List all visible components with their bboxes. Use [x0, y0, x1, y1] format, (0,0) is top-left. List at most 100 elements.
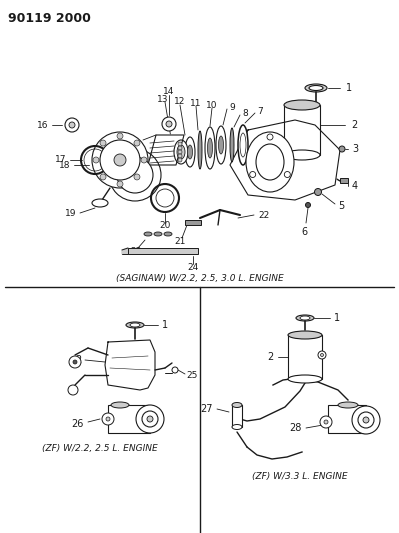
Ellipse shape [117, 157, 153, 193]
Circle shape [134, 140, 140, 146]
Text: 11: 11 [190, 99, 202, 108]
Text: (ZF) W/2.2, 2.5 L. ENGINE: (ZF) W/2.2, 2.5 L. ENGINE [42, 443, 158, 453]
Ellipse shape [288, 331, 322, 339]
Circle shape [65, 118, 79, 132]
Ellipse shape [185, 137, 195, 167]
Circle shape [162, 117, 176, 131]
Circle shape [136, 405, 164, 433]
Ellipse shape [92, 132, 148, 188]
Bar [288, 335, 322, 379]
Ellipse shape [232, 402, 242, 408]
Text: 21: 21 [174, 237, 186, 246]
Circle shape [141, 157, 147, 163]
Polygon shape [230, 120, 340, 200]
Circle shape [178, 142, 182, 146]
Ellipse shape [144, 232, 152, 236]
Text: 25: 25 [186, 372, 198, 381]
Circle shape [363, 417, 369, 423]
Circle shape [178, 146, 182, 150]
Text: 2: 2 [351, 120, 357, 130]
Text: 19: 19 [65, 208, 76, 217]
Circle shape [339, 146, 345, 152]
Bar [328, 405, 366, 433]
Ellipse shape [174, 140, 188, 164]
Circle shape [352, 406, 380, 434]
Text: 8: 8 [242, 109, 248, 117]
Ellipse shape [177, 145, 185, 159]
Circle shape [134, 174, 140, 180]
Circle shape [267, 134, 273, 140]
Ellipse shape [100, 140, 140, 180]
Circle shape [73, 360, 77, 364]
Circle shape [318, 351, 326, 359]
Polygon shape [148, 135, 184, 165]
Text: 17: 17 [55, 156, 66, 165]
Text: 26: 26 [72, 419, 84, 429]
Circle shape [68, 385, 78, 395]
Circle shape [106, 417, 110, 421]
Text: 15: 15 [122, 135, 134, 144]
Ellipse shape [230, 128, 234, 162]
Ellipse shape [109, 149, 161, 201]
Bar [128, 248, 198, 254]
Circle shape [178, 150, 182, 154]
Circle shape [324, 420, 328, 424]
Ellipse shape [164, 232, 172, 236]
Circle shape [166, 121, 172, 127]
Circle shape [69, 122, 75, 128]
Circle shape [93, 157, 99, 163]
Circle shape [358, 412, 374, 428]
Ellipse shape [284, 150, 320, 160]
Circle shape [306, 203, 310, 207]
Ellipse shape [240, 133, 246, 157]
Circle shape [320, 416, 332, 428]
Text: 18: 18 [59, 160, 70, 169]
Ellipse shape [111, 402, 129, 408]
Text: 12: 12 [174, 98, 186, 107]
Circle shape [117, 181, 123, 187]
Circle shape [250, 172, 256, 177]
Text: (SAGINAW) W/2.2, 2.5, 3.0 L. ENGINE: (SAGINAW) W/2.2, 2.5, 3.0 L. ENGINE [116, 273, 284, 282]
Text: 5: 5 [338, 201, 344, 211]
Circle shape [69, 356, 81, 368]
Text: 4: 4 [352, 181, 358, 191]
Circle shape [100, 140, 106, 146]
Circle shape [114, 154, 126, 166]
Circle shape [142, 411, 158, 427]
Circle shape [314, 189, 322, 196]
Bar [232, 405, 242, 427]
Text: 9: 9 [229, 102, 235, 111]
Ellipse shape [309, 85, 323, 91]
Text: 22: 22 [258, 211, 269, 220]
Circle shape [320, 353, 324, 357]
Ellipse shape [338, 402, 358, 408]
Ellipse shape [154, 232, 162, 236]
Circle shape [117, 133, 123, 139]
Ellipse shape [126, 322, 144, 328]
Ellipse shape [296, 315, 314, 321]
Ellipse shape [216, 126, 226, 164]
Text: 2: 2 [268, 352, 274, 362]
Ellipse shape [238, 125, 248, 165]
Text: 90119 2000: 90119 2000 [8, 12, 91, 25]
Bar [284, 105, 320, 155]
Ellipse shape [219, 136, 223, 154]
Circle shape [284, 172, 290, 177]
Text: 27: 27 [201, 404, 213, 414]
Ellipse shape [305, 84, 327, 92]
Text: 20: 20 [159, 222, 171, 230]
Ellipse shape [207, 138, 213, 158]
Ellipse shape [246, 132, 294, 192]
Ellipse shape [232, 424, 242, 430]
Circle shape [178, 154, 182, 158]
Text: 1: 1 [162, 320, 168, 330]
Circle shape [178, 158, 182, 162]
Ellipse shape [188, 145, 192, 159]
Polygon shape [122, 248, 128, 254]
Circle shape [172, 367, 178, 373]
Text: 23: 23 [130, 247, 142, 256]
Ellipse shape [130, 323, 140, 327]
Text: 1: 1 [346, 83, 352, 93]
Ellipse shape [92, 199, 108, 207]
Circle shape [147, 416, 153, 422]
